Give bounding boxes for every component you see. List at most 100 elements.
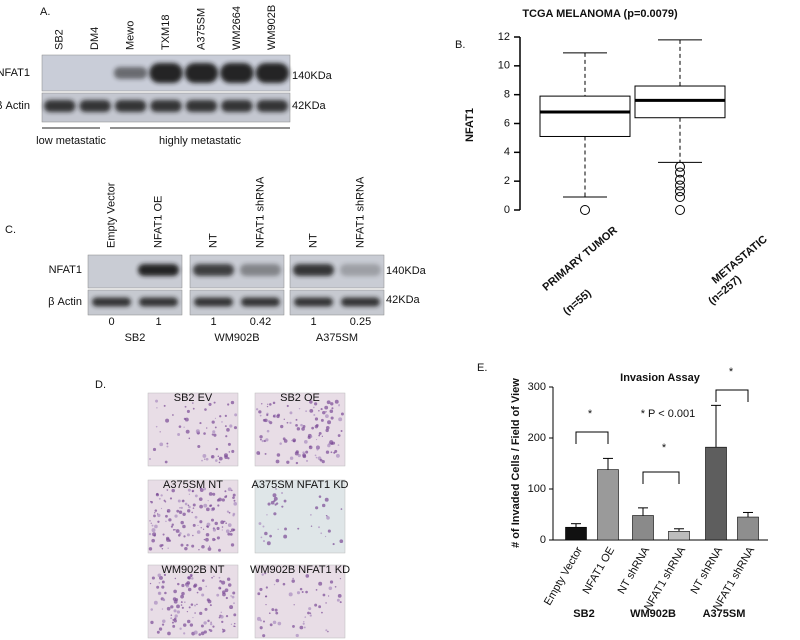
size-label: 140KDa: [292, 70, 333, 82]
cell-stain: [173, 619, 177, 623]
cell-stain: [171, 523, 174, 526]
cell-stain: [336, 598, 340, 602]
cell-stain: [183, 632, 186, 635]
panel-label: C.: [5, 224, 16, 236]
chart-title: Invasion Assay: [620, 372, 701, 384]
cell-stain: [227, 403, 230, 406]
cell-stain: [192, 523, 196, 527]
cell-stain: [191, 544, 195, 548]
box: [539, 95, 631, 137]
cell-stain: [262, 525, 265, 528]
cell-stain: [181, 591, 185, 596]
cell-stain: [321, 503, 326, 508]
cell-stain: [212, 492, 216, 496]
blot-band: [139, 297, 178, 307]
cell-stain: [283, 418, 285, 420]
lane-label: Mewo: [124, 21, 136, 50]
panel-label: E.: [477, 362, 487, 374]
cell-stain: [230, 595, 232, 597]
cell-stain: [299, 625, 304, 630]
cell-stain: [165, 536, 170, 541]
cell-stain: [297, 527, 300, 530]
cell-stain: [339, 601, 342, 604]
cell-stain: [150, 500, 153, 504]
cell-stain: [213, 401, 216, 404]
cell-stain: [259, 435, 263, 439]
cell-stain: [321, 435, 324, 437]
cell-stain: [218, 461, 221, 464]
cell-stain: [211, 576, 213, 579]
cell-stain: [161, 547, 164, 550]
cell-stain: [203, 621, 207, 625]
cell-stain: [273, 512, 277, 516]
cell-stain: [194, 494, 198, 498]
cell-stain: [229, 533, 233, 536]
cell-stain: [309, 445, 312, 448]
blot-band: [294, 297, 333, 307]
cell-stain: [320, 418, 324, 422]
cell-stain: [170, 617, 173, 620]
cell-stain: [302, 425, 306, 428]
cell-stain: [233, 499, 236, 502]
cell-stain: [183, 623, 187, 627]
cell-stain: [166, 606, 171, 611]
cell-stain: [178, 425, 182, 428]
cell-stain: [211, 420, 215, 424]
cell-stain: [223, 453, 228, 458]
blot-band: [340, 264, 381, 276]
cell-stain: [233, 602, 235, 605]
cell-stain: [152, 532, 157, 537]
cell-stain: [220, 520, 225, 525]
annotation: *: [588, 408, 593, 420]
cell-stain: [165, 418, 170, 423]
cell-stain: [220, 615, 224, 619]
quantification: 0: [108, 316, 114, 328]
cell-stain: [264, 452, 267, 455]
cell-stain: [149, 582, 152, 585]
cell-stain: [164, 460, 168, 464]
cell-stain: [294, 451, 299, 456]
cell-stain: [259, 438, 262, 441]
blot-band: [114, 100, 147, 112]
cell-stain: [211, 433, 214, 436]
cell-stain: [232, 493, 236, 497]
row-label: β Actin: [0, 100, 30, 112]
cell-stain: [327, 529, 331, 533]
cell-stain: [203, 630, 207, 634]
cell-stain: [166, 442, 169, 445]
cell-stain: [176, 509, 180, 513]
row-label: β Actin: [48, 296, 82, 308]
cell-stain: [286, 421, 289, 424]
cell-stain: [276, 414, 280, 419]
cell-stain: [197, 524, 199, 527]
panel-label: A.: [40, 6, 50, 18]
cell-stain: [233, 426, 238, 430]
cell-stain: [165, 520, 167, 523]
significance-bracket: [715, 389, 749, 402]
cell-stain: [200, 624, 204, 628]
cell-stain: [217, 504, 220, 507]
lane-label: NT: [207, 233, 219, 248]
cell-stain: [157, 573, 162, 578]
cell-stain: [226, 428, 230, 432]
cell-stain: [181, 583, 185, 588]
cell-stain: [186, 611, 189, 613]
annotation: *: [729, 366, 734, 378]
cell-stain: [207, 619, 210, 623]
cell-stain: [228, 451, 231, 453]
panel-label: B.: [455, 39, 465, 51]
cell-line-label: SB2: [125, 332, 146, 344]
cell-stain: [262, 540, 266, 543]
cell-stain: [311, 426, 314, 430]
cell-stain: [305, 410, 308, 413]
annotation: * P < 0.001: [641, 408, 696, 420]
cell-stain: [205, 585, 208, 588]
cell-stain: [265, 438, 269, 442]
cell-stain: [210, 454, 215, 459]
cell-stain: [214, 539, 216, 541]
y-tick-label: 2: [504, 175, 510, 187]
cell-stain: [221, 421, 223, 423]
cell-stain: [310, 514, 312, 516]
cell-stain: [292, 625, 295, 628]
cell-stain: [275, 578, 280, 583]
